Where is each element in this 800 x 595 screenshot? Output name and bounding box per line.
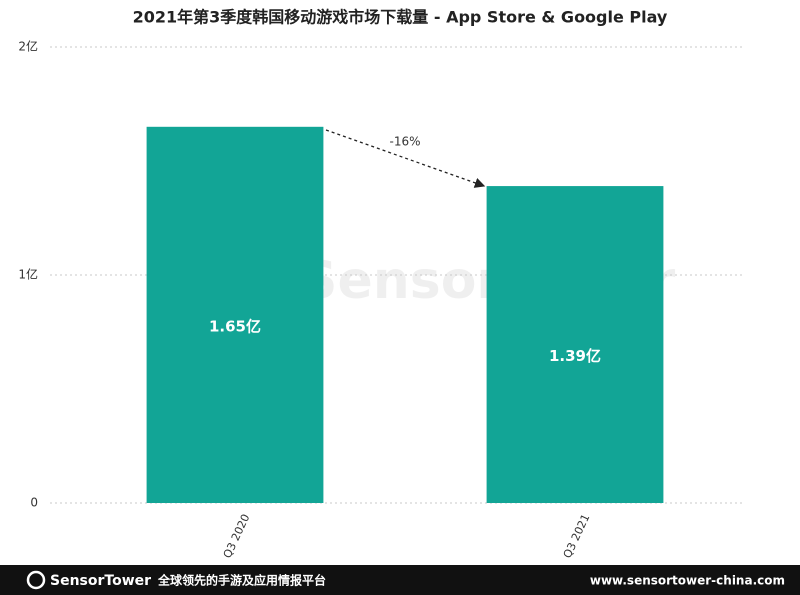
bar (486, 186, 664, 503)
footer-logo (26, 570, 46, 590)
footer-url: www.sensortower-china.com (590, 574, 785, 588)
value-label: 1.39亿 (549, 347, 601, 365)
footer-brand: SensorTower (50, 573, 151, 589)
x-tick-label: Q3 2021 (561, 512, 593, 560)
footer-tagline: 全球领先的手游及应用情报平台 (157, 573, 326, 588)
bar (146, 126, 324, 504)
y-tick-label: 2亿 (18, 39, 38, 54)
chart-title: 2021年第3季度韩国移动游戏市场下载量 - App Store & Googl… (133, 8, 668, 27)
annotation: -16% (389, 135, 420, 149)
y-tick-label: 1亿 (18, 267, 38, 282)
footer-bar (0, 565, 800, 595)
change-arrow (325, 129, 486, 188)
x-tick-label: Q3 2020 (221, 512, 253, 560)
value-label: 1.65亿 (209, 317, 261, 335)
y-tick-label: 0 (30, 496, 38, 510)
